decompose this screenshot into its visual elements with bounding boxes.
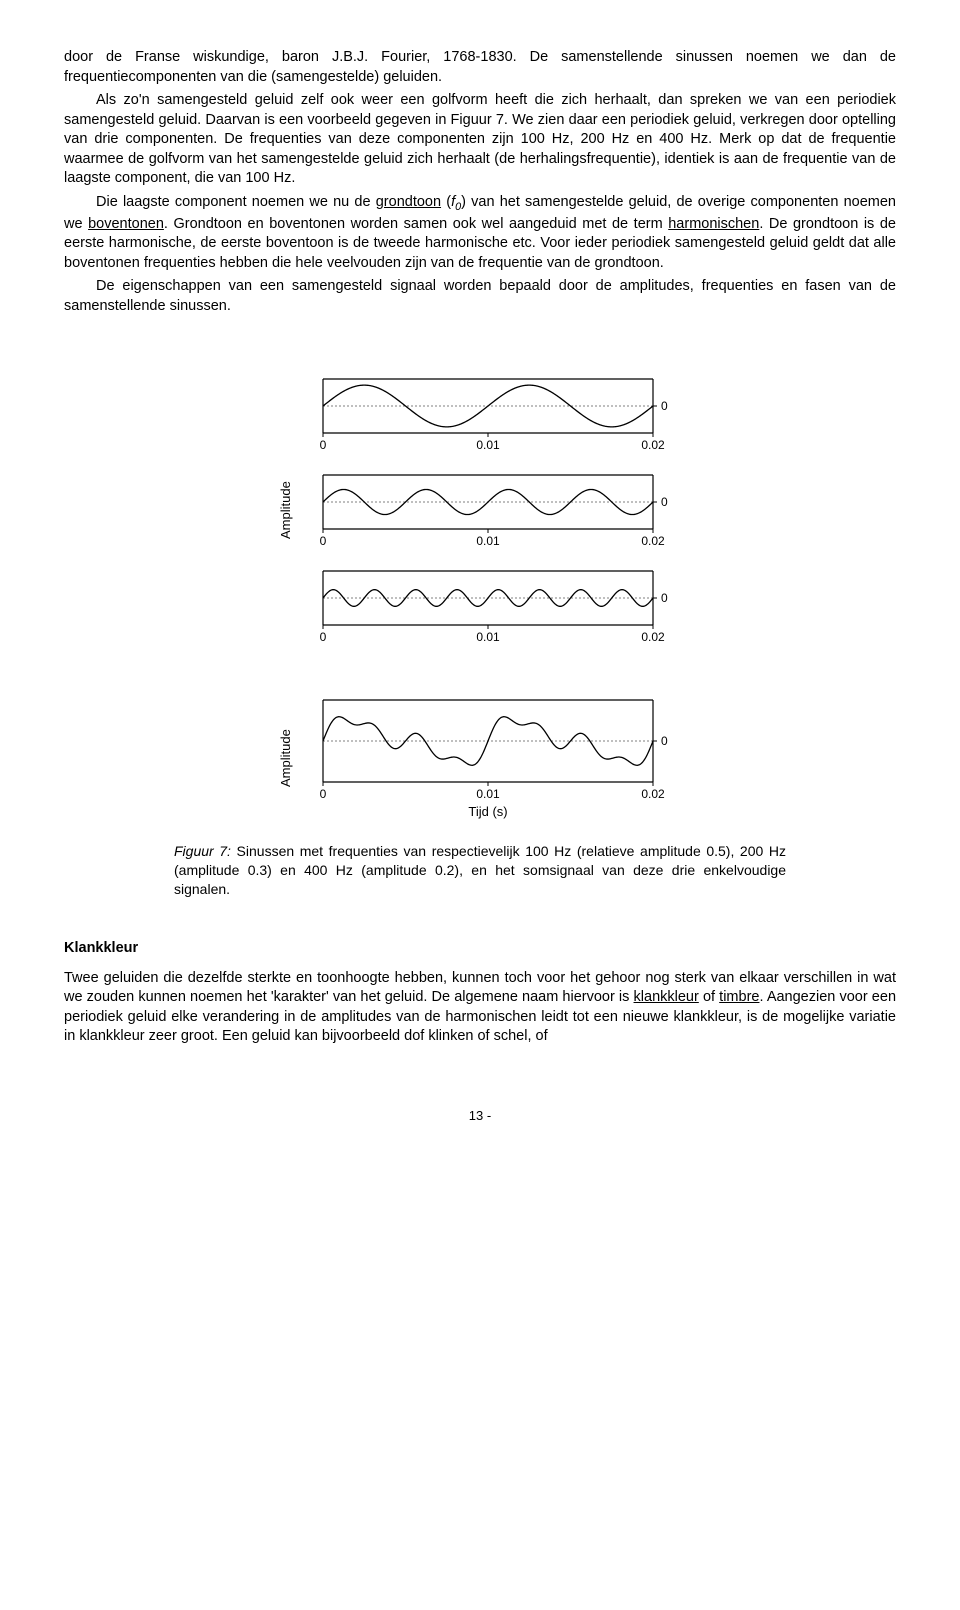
text-fragment: Die laagste component noemen we nu de (96, 194, 376, 210)
svg-text:0.02: 0.02 (641, 534, 665, 548)
svg-text:0.01: 0.01 (476, 630, 500, 644)
svg-text:0: 0 (661, 399, 668, 413)
svg-text:0: 0 (319, 787, 326, 801)
svg-text:0: 0 (661, 591, 668, 605)
svg-text:0.01: 0.01 (476, 438, 500, 452)
figure-7: Amplitude 0 0 0.01 0.02 0 0 0.01 0.02 0 0 0.01 0.02… (64, 366, 896, 822)
caption-body: Sinussen met frequenties van respectieve… (174, 843, 786, 897)
svg-text:0: 0 (319, 438, 326, 452)
y-axis-label-sum: Amplitude (277, 703, 295, 813)
svg-text:Tijd (s): Tijd (s) (468, 804, 507, 819)
text-fragment: ( (441, 194, 451, 210)
intro-paragraph-a: door de Franse wiskundige, baron J.B.J. … (64, 48, 896, 87)
caption-prefix: Figuur 7: (174, 843, 231, 859)
intro-paragraph-d: De eigenschappen van een samengesteld si… (64, 277, 896, 316)
text-fragment: . Grondtoon en boventonen worden samen o… (164, 216, 668, 232)
svg-text:0: 0 (661, 734, 668, 748)
term-grondtoon: grondtoon (376, 194, 441, 210)
term-boventonen: boventonen (88, 216, 164, 232)
sum-chart-svg: 0 0 0.01 0.02 Tijd (s) (301, 694, 683, 822)
svg-text:0.02: 0.02 (641, 630, 665, 644)
svg-text:0.02: 0.02 (641, 787, 665, 801)
figure-7-caption: Figuur 7: Sinussen met frequenties van r… (174, 842, 786, 899)
text-fragment: of (699, 989, 719, 1005)
term-timbre: timbre (719, 989, 759, 1005)
term-harmonischen: harmonischen (668, 216, 759, 232)
svg-text:0.01: 0.01 (476, 787, 500, 801)
component-charts-svg: 0 0 0.01 0.02 0 0 0.01 0.02 0 0 0.01 0.02 (301, 373, 683, 647)
svg-text:0: 0 (661, 495, 668, 509)
klankkleur-paragraph: Twee geluiden die dezelfde sterkte en to… (64, 969, 896, 1047)
intro-paragraph-c: Die laagste component noemen we nu de gr… (64, 193, 896, 273)
svg-text:0: 0 (319, 630, 326, 644)
svg-text:0: 0 (319, 534, 326, 548)
svg-text:0.02: 0.02 (641, 438, 665, 452)
y-axis-label-components: Amplitude (277, 366, 295, 654)
term-klankkleur: klankkleur (634, 989, 699, 1005)
svg-text:0.01: 0.01 (476, 534, 500, 548)
page-number: 13 - (64, 1107, 896, 1125)
intro-paragraph-b: Als zo'n samengesteld geluid zelf ook we… (64, 91, 896, 189)
section-heading-klankkleur: Klankkleur (64, 939, 896, 959)
